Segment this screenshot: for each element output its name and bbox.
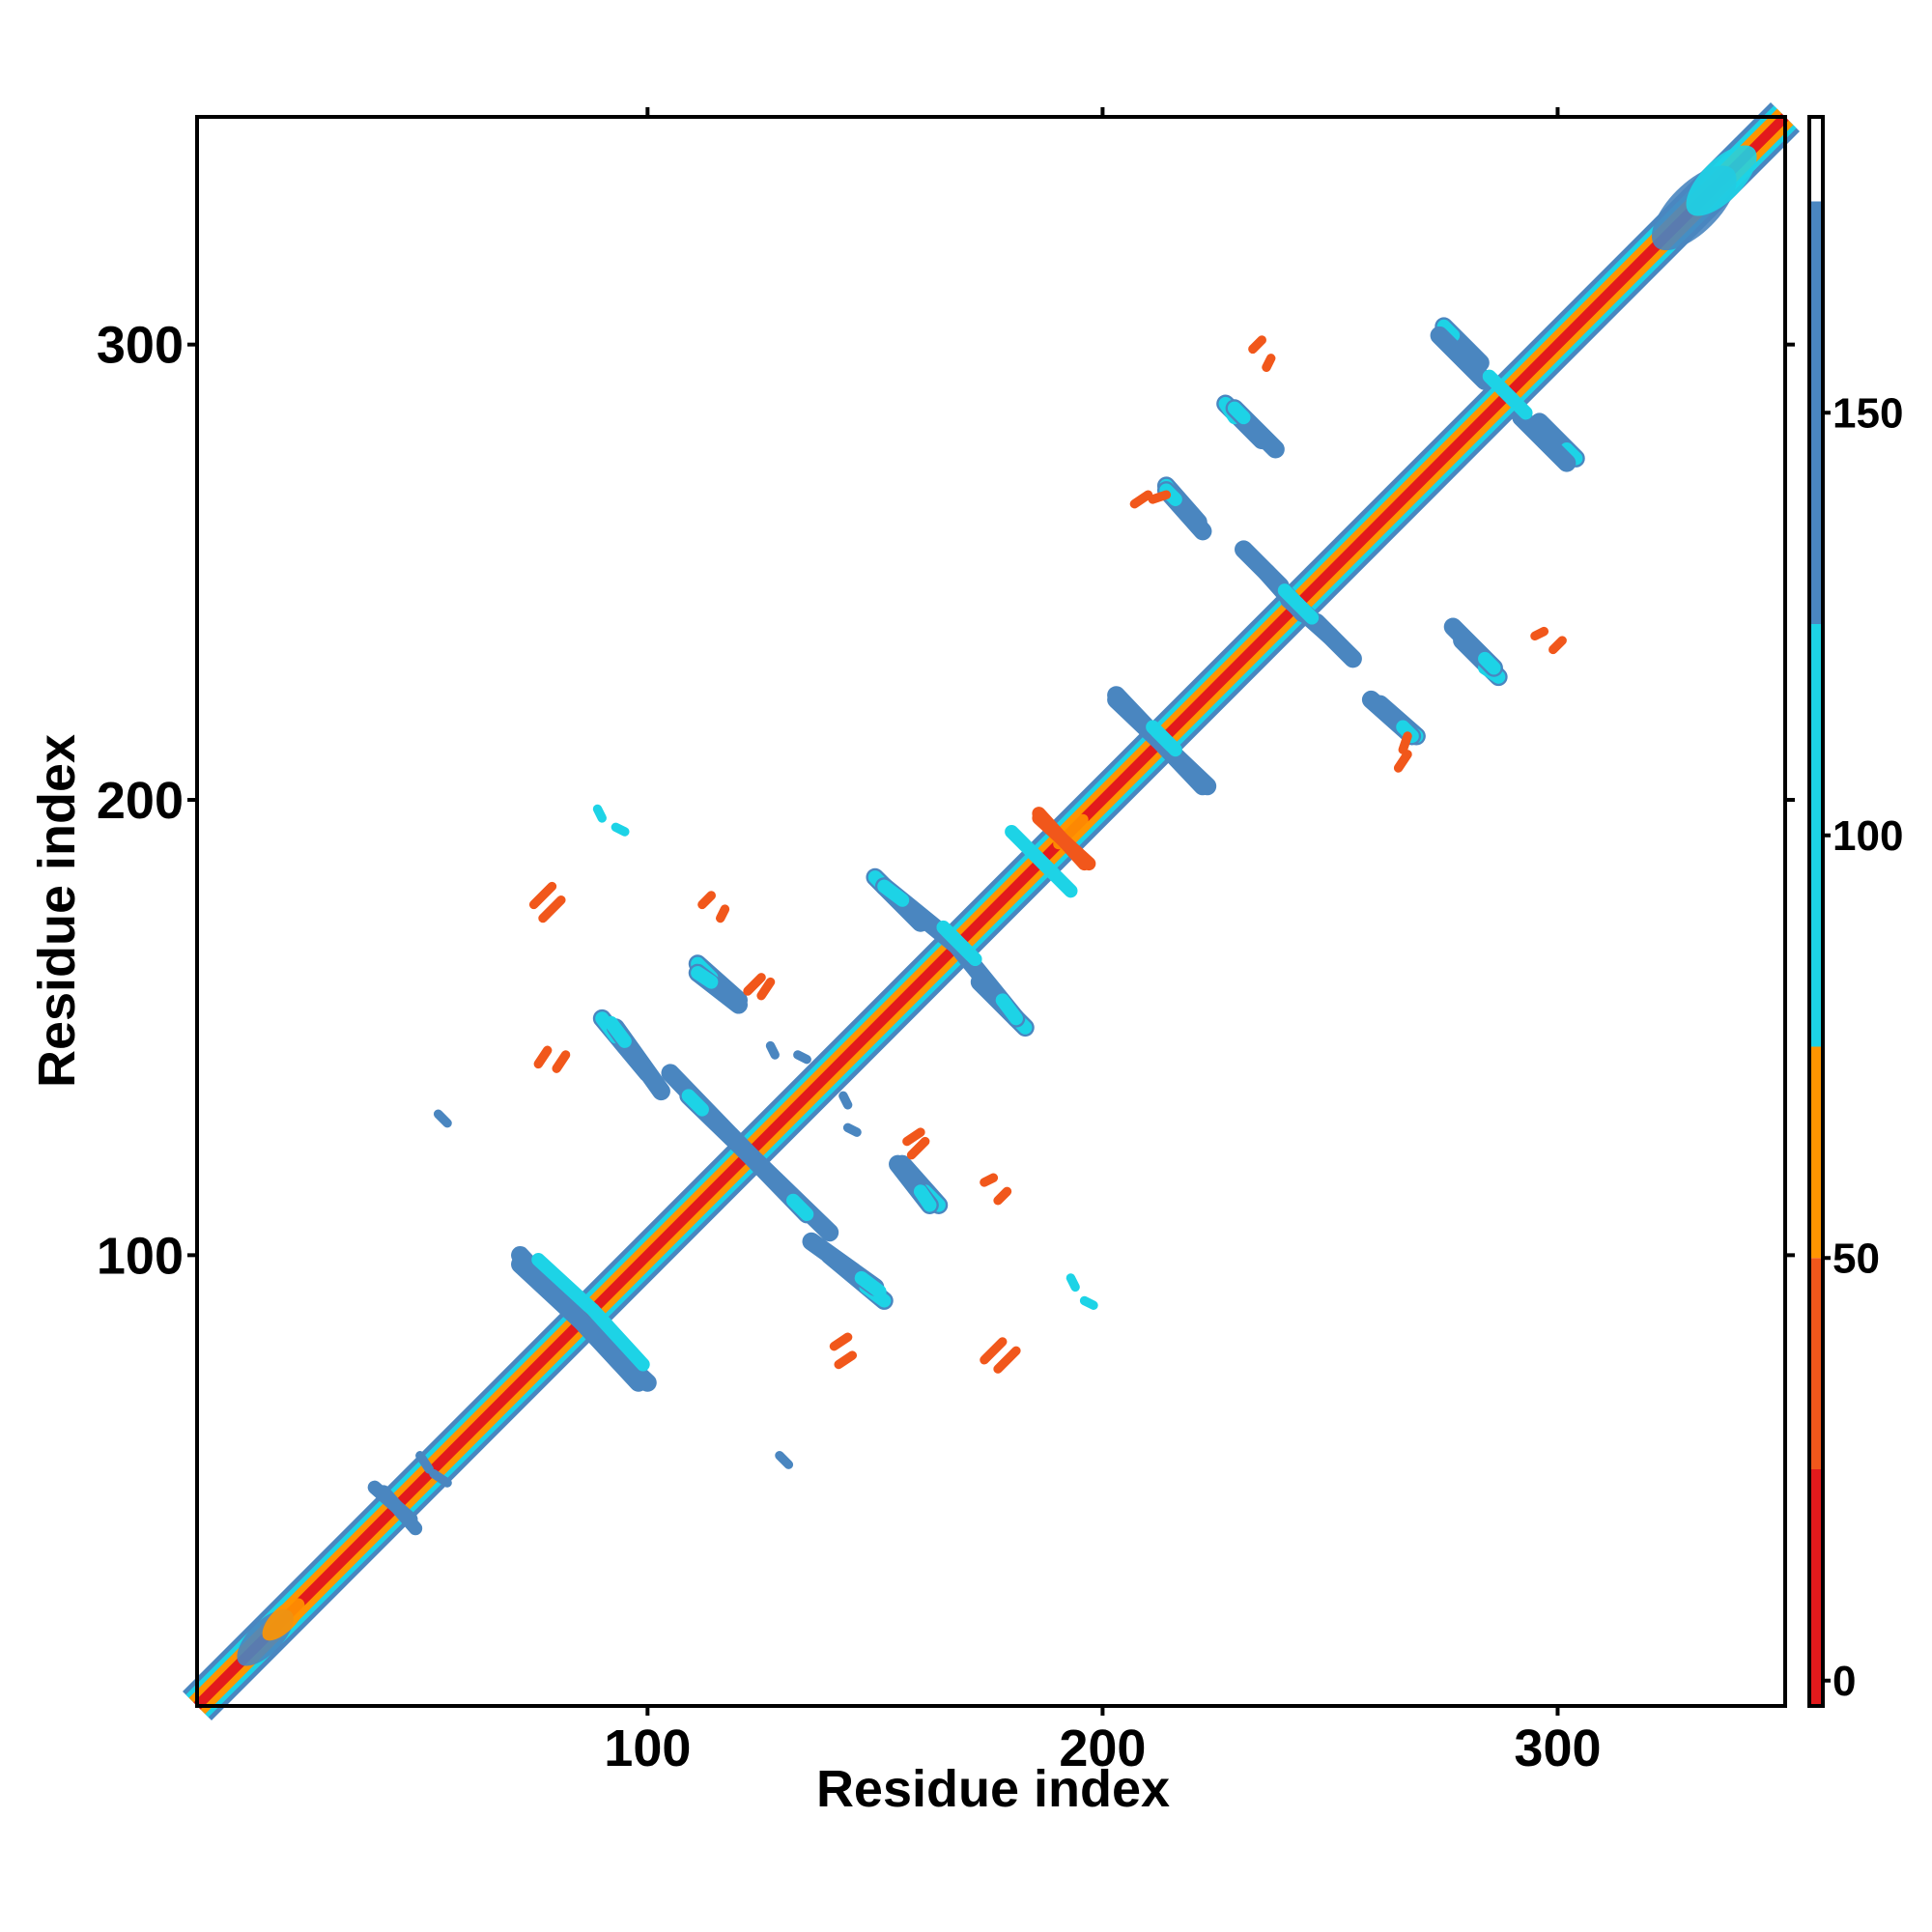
contact-segment-mirror xyxy=(906,1136,930,1160)
contact-segment xyxy=(902,1127,925,1147)
contact-segment-mirror xyxy=(538,895,566,923)
contact-segment-mirror xyxy=(786,1193,814,1222)
contact-segment-mirror xyxy=(1398,731,1412,754)
y-tick-label: 100 xyxy=(97,1227,184,1285)
contact-segment-mirror xyxy=(511,1255,657,1392)
contact-segment-mirror xyxy=(834,1350,858,1370)
contact-segment-mirror xyxy=(1430,326,1494,390)
contact-segment xyxy=(1248,335,1266,355)
contact-segment xyxy=(793,1050,811,1065)
contact-segment-mirror xyxy=(838,1091,853,1110)
x-tick-label: 200 xyxy=(1059,1719,1146,1777)
contact-segment xyxy=(980,1337,1008,1365)
plot-area xyxy=(183,102,1800,1720)
contact-segment xyxy=(611,822,630,837)
x-axis-title: Residue index xyxy=(816,1760,1170,1818)
contact-segment xyxy=(842,1122,862,1137)
contact-segment-mirror xyxy=(1005,824,1060,880)
contact-segment-mirror xyxy=(1559,442,1583,466)
contact-segment xyxy=(1478,651,1501,675)
colorbar-ticks: 0 50 100 150 xyxy=(1823,389,1903,1705)
contact-segment-mirror xyxy=(691,966,719,989)
colorbar-band xyxy=(1809,201,1823,624)
colorbar-band xyxy=(1809,117,1823,202)
colorbar-band xyxy=(1809,1258,1823,1469)
x-axis: 100 200 300 xyxy=(604,107,1602,1777)
colorbar-band xyxy=(1809,624,1823,1047)
contact-segment-mirror xyxy=(1032,807,1092,871)
contact-segment-mirror xyxy=(433,1109,452,1128)
contact-segment xyxy=(913,1184,937,1212)
contact-segment xyxy=(829,1332,853,1351)
colorbar-band xyxy=(1809,1046,1823,1259)
y-axis-title: Residue index xyxy=(28,734,86,1088)
x-tick-label: 300 xyxy=(1514,1719,1601,1777)
contact-segment-mirror xyxy=(877,879,910,907)
colorbar-band xyxy=(1809,1469,1823,1706)
colorbar-tick-label: 50 xyxy=(1833,1235,1880,1282)
contact-segment-mirror xyxy=(936,920,978,962)
colorbar-tick-label: 100 xyxy=(1833,812,1903,860)
contact-segment-mirror xyxy=(415,1451,434,1474)
contact-segment-mirror xyxy=(1065,1273,1080,1293)
contact-segment xyxy=(995,993,1023,1026)
contact-segment-mirror xyxy=(592,804,607,823)
contact-segment xyxy=(854,1270,887,1299)
contact-segment xyxy=(1512,408,1577,472)
contact-segment-mirror xyxy=(585,1302,650,1372)
contact-segment-mirror xyxy=(377,1485,423,1536)
contact-segment xyxy=(743,973,766,996)
contact-segment xyxy=(681,1089,709,1117)
contact-segment-mirror xyxy=(1482,369,1520,407)
contact-blob xyxy=(1686,145,1757,216)
x-tick-label: 100 xyxy=(604,1719,691,1777)
contact-segment-mirror xyxy=(993,1186,1012,1206)
contact-segment xyxy=(980,1173,999,1187)
colorbar-bands xyxy=(1809,117,1823,1706)
contact-segment-mirror xyxy=(716,904,730,923)
contact-segment xyxy=(1148,490,1172,504)
contact-marks xyxy=(183,102,1800,1720)
contact-segment-mirror xyxy=(1150,724,1182,757)
contact-blob xyxy=(262,1598,305,1641)
diagonal-core xyxy=(193,113,1789,1710)
y-axis: 100 200 300 xyxy=(97,317,1795,1285)
contact-segment xyxy=(1079,1295,1098,1310)
colorbar: 0 50 100 150 xyxy=(1807,115,1903,1708)
contact-segment-mirror xyxy=(1291,597,1320,625)
contact-segment-mirror xyxy=(756,977,776,1001)
y-tick-label: 200 xyxy=(97,772,184,830)
contact-segment xyxy=(528,881,557,910)
contact-segment xyxy=(1530,626,1549,641)
contact-segment-mirror xyxy=(765,1040,780,1060)
contact-segment xyxy=(697,891,717,910)
contact-segment xyxy=(531,1253,600,1317)
contact-segment-mirror xyxy=(1262,354,1276,372)
contact-segment-mirror xyxy=(604,1015,632,1048)
contact-segment xyxy=(775,1451,794,1469)
colorbar-frame xyxy=(1807,115,1825,1708)
contact-segment xyxy=(429,1468,452,1488)
colorbar-tick-label: 150 xyxy=(1833,389,1903,437)
contact-segment xyxy=(533,1045,553,1069)
contact-segment-mirror xyxy=(552,1050,571,1073)
contact-segment xyxy=(1393,750,1412,773)
contact-segment xyxy=(1436,319,1461,343)
contact-segment-mirror xyxy=(993,1346,1021,1374)
y-tick-label: 300 xyxy=(97,317,184,375)
contact-segment-mirror xyxy=(1129,490,1153,509)
plot-frame xyxy=(195,115,1787,1708)
contact-segment-mirror xyxy=(1227,401,1251,425)
colorbar-tick-label: 0 xyxy=(1833,1658,1856,1705)
contact-segment-mirror xyxy=(1548,636,1567,655)
